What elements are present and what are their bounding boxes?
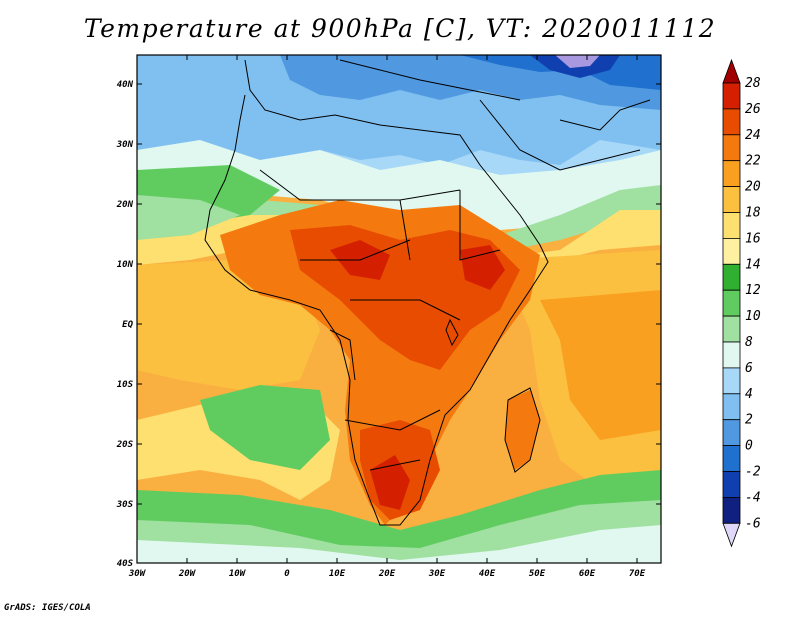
lat-tick-label: 10S — [117, 380, 134, 390]
colorbar-swatch — [722, 496, 741, 524]
lon-tick-label: 70E — [629, 569, 646, 579]
colorbar-label: -4 — [745, 490, 761, 505]
colorbar-label: 12 — [745, 283, 761, 298]
map-frame — [136, 54, 662, 564]
longitude-axis: 30W 20W 10W 0 10E 20E 30E 40E 50E 60E 70E — [128, 55, 646, 579]
colorbar-max-arrow — [722, 58, 741, 84]
colorbar-swatch — [722, 341, 741, 369]
lat-tick-label: 30S — [116, 500, 134, 510]
colorbar-label: 2 — [745, 413, 753, 428]
colorbar-label: 28 — [745, 76, 761, 91]
colorbar-label: 24 — [745, 128, 761, 143]
colorbar-label: 8 — [745, 335, 753, 350]
lon-tick-label: 40E — [479, 569, 496, 579]
lon-tick-label: 10W — [229, 569, 247, 579]
colorbar-label: 22 — [745, 154, 761, 169]
colorbar-swatch — [722, 82, 741, 110]
colorbar-label: 18 — [745, 206, 761, 221]
lat-tick-label: 40N — [117, 80, 134, 90]
lat-tick-label: 10N — [117, 260, 134, 270]
map-title: Temperature at 900hPa [C], VT: 202001111… — [83, 14, 717, 43]
lon-tick-label: 0 — [284, 569, 290, 579]
colorbar-label: -2 — [745, 465, 761, 480]
colorbar-swatch — [722, 237, 741, 265]
colorbar-swatch — [722, 263, 741, 291]
grads-credit: GrADS: IGES/COLA — [4, 603, 91, 613]
colorbar-swatch — [722, 315, 741, 343]
colorbar-swatch — [722, 419, 741, 447]
colorbar-label: 26 — [745, 102, 761, 117]
lon-tick-label: 30W — [128, 569, 147, 579]
colorbar-swatch — [722, 160, 741, 187]
lat-tick-label: 30N — [116, 140, 134, 150]
coastlines — [204, 59, 651, 526]
lat-tick-label: 20S — [116, 440, 134, 450]
lat-tick-label: 40S — [117, 559, 134, 569]
lon-tick-label: 20E — [378, 569, 396, 579]
colorbar-swatch — [722, 445, 741, 472]
lon-tick-label: 50E — [529, 569, 546, 579]
colorbar-label: -6 — [745, 516, 761, 531]
colorbar-min-arrow — [722, 522, 741, 548]
colorbar-label: 16 — [745, 231, 761, 246]
colorbar-label: 20 — [745, 180, 761, 195]
colorbar-swatch — [722, 289, 741, 317]
colorbar-swatch — [722, 471, 741, 498]
latitude-axis: 40N 30N 20N 10N EQ 10S 20S 30S 40S — [116, 80, 661, 569]
colorbar-label: 4 — [745, 387, 753, 402]
colorbar-label: 6 — [745, 361, 753, 376]
colorbar-label: 10 — [745, 309, 761, 324]
colorbar-swatch — [722, 108, 741, 136]
colorbar-swatch — [722, 393, 741, 421]
temperature-field — [137, 55, 661, 563]
lat-tick-label: EQ — [122, 320, 133, 330]
lat-tick-label: 20N — [116, 200, 134, 210]
lon-tick-label: 30E — [428, 569, 446, 579]
colorbar-label: 0 — [745, 439, 753, 454]
lon-tick-label: 60E — [579, 569, 596, 579]
colorbar-label: 14 — [745, 257, 761, 272]
colorbar-swatch — [722, 186, 741, 213]
colorbar-swatch — [722, 367, 741, 395]
colorbar-swatch — [722, 134, 741, 162]
lon-tick-label: 10E — [329, 569, 346, 579]
lon-tick-label: 20W — [178, 569, 197, 579]
colorbar-swatch — [722, 212, 741, 239]
